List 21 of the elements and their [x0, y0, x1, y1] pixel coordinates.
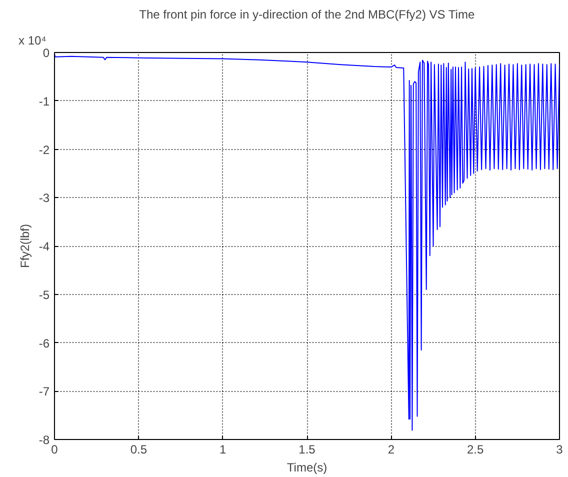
text: x 10⁴: [18, 34, 46, 48]
x-axis-title: Time(s): [286, 460, 328, 474]
y-tick-label: -1: [38, 94, 50, 108]
y-tick-label: 0: [42, 46, 50, 60]
line-series: [54, 53, 560, 431]
y-tick-label: -6: [38, 336, 50, 350]
x-tick-label: 2: [388, 442, 395, 456]
x-tick-label: 0: [51, 442, 58, 456]
x-tick-label: 1: [219, 442, 226, 456]
y-axis-title: Ffy2(lbf): [18, 224, 32, 268]
y-tick-label: -4: [38, 240, 50, 254]
y-tick-label: -8: [38, 433, 50, 447]
x-tick-label: 0.5: [130, 442, 148, 456]
y-tick-label: -5: [38, 288, 50, 302]
chart-title: The front pin force in y-direction of the 2nd MBC(Ffy2) VS Time: [139, 8, 475, 22]
x-tick-label: 1.5: [298, 442, 316, 456]
x-tick-label: 3: [556, 442, 564, 456]
x-tick-label: 2.5: [466, 442, 484, 456]
y-tick-label: -3: [38, 191, 50, 206]
y-tick-label: -7: [38, 384, 50, 399]
y-tick-label: -2: [38, 142, 50, 157]
